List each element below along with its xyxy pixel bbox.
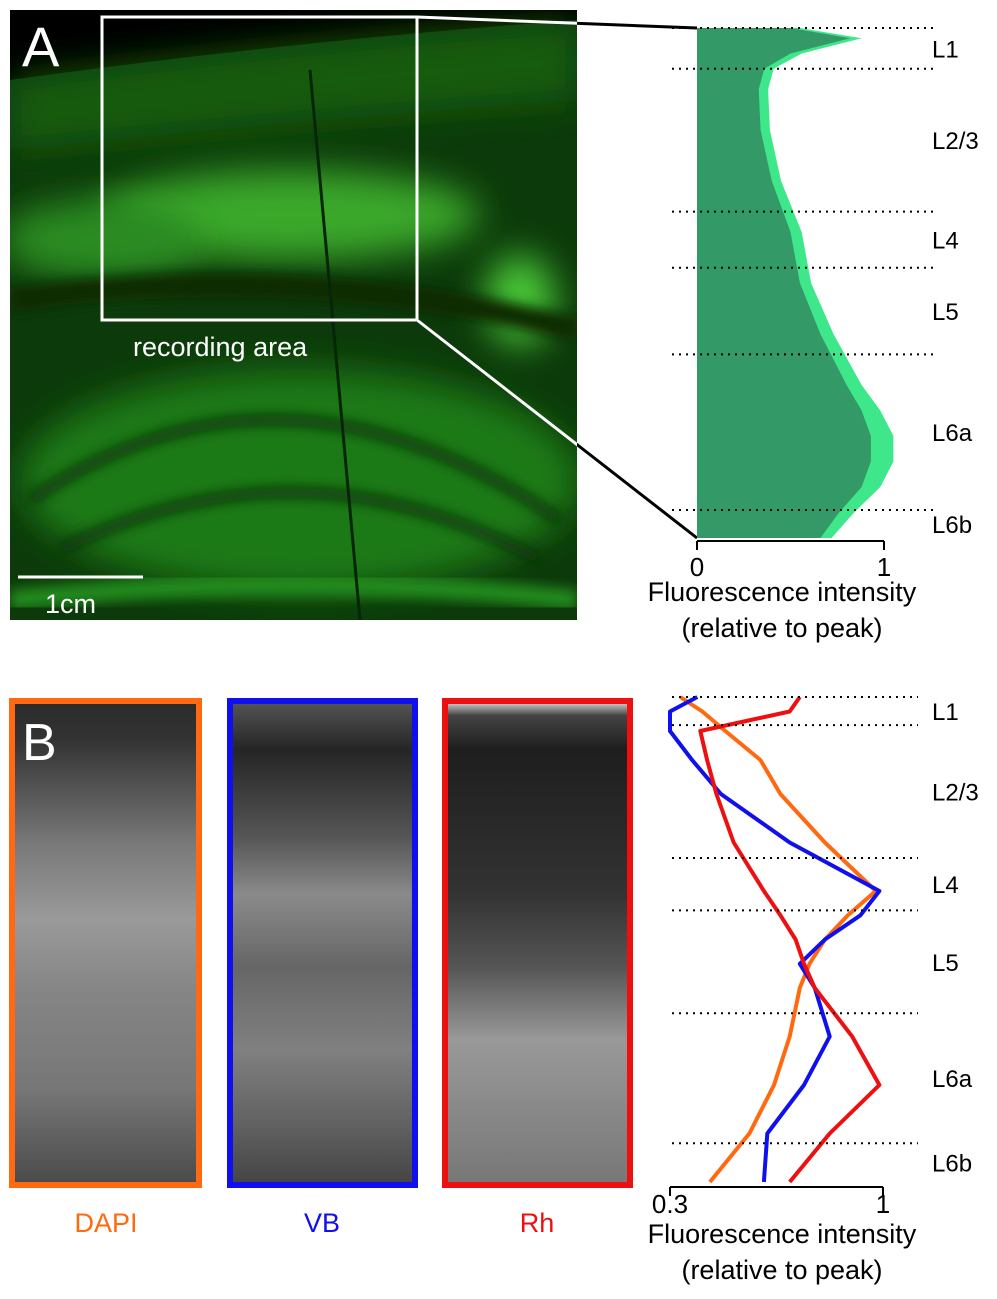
profile-line	[698, 695, 882, 1184]
connector	[416, 15, 577, 25]
stain-label: VB	[304, 1208, 340, 1238]
layer-label: L2/3	[932, 128, 979, 155]
x-tick-label: 0	[690, 552, 704, 582]
micrograph	[10, 10, 577, 620]
layer-label: L6b	[932, 512, 972, 539]
layer-label: L1	[932, 36, 959, 63]
stain-image	[442, 698, 633, 1188]
recording-box	[100, 15, 419, 322]
x-tick-label: 1	[876, 1189, 890, 1219]
x-tick-label: 0.3	[652, 1189, 688, 1219]
profile-line	[679, 695, 878, 1184]
layer-label: L6a	[932, 1066, 973, 1093]
layer-label: L5	[932, 950, 959, 977]
stain-image	[9, 698, 202, 1188]
annotation: recording area	[133, 332, 308, 362]
connector	[416, 318, 577, 447]
layer-label: L6b	[932, 1151, 972, 1178]
stain-label: DAPI	[74, 1208, 137, 1238]
panel-label: A	[22, 15, 60, 78]
layer-label: L2/3	[932, 780, 979, 807]
profile-area	[697, 28, 871, 538]
layer-label: L5	[932, 299, 959, 326]
x-tick-label: 1	[877, 552, 891, 582]
layer-label: L4	[932, 872, 959, 899]
profile-line	[668, 695, 882, 1183]
stain-label: Rh	[520, 1208, 555, 1238]
x-axis-title: Fluorescence intensity	[648, 1219, 917, 1249]
panel-label: B	[22, 714, 57, 772]
stain-image	[227, 698, 418, 1188]
layer-label: L4	[932, 228, 959, 255]
x-axis-title: (relative to peak)	[681, 613, 882, 643]
scale-label: 1cm	[45, 589, 96, 619]
x-axis-title: Fluorescence intensity	[648, 577, 917, 607]
layer-label: L1	[932, 699, 959, 726]
x-axis-title: (relative to peak)	[681, 1255, 882, 1285]
layer-label: L6a	[932, 420, 973, 447]
